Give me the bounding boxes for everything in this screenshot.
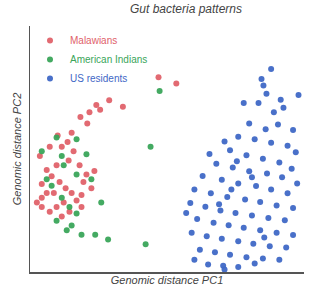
svg-text:Malawians: Malawians xyxy=(70,35,117,46)
svg-text:Genomic distance PC1: Genomic distance PC1 xyxy=(111,274,224,286)
svg-text:Genomic distance PC2: Genomic distance PC2 xyxy=(11,93,23,205)
svg-text:American Indians: American Indians xyxy=(70,54,147,65)
svg-text:US residents: US residents xyxy=(70,73,127,84)
svg-text:Gut bacteria patterns: Gut bacteria patterns xyxy=(130,2,242,16)
